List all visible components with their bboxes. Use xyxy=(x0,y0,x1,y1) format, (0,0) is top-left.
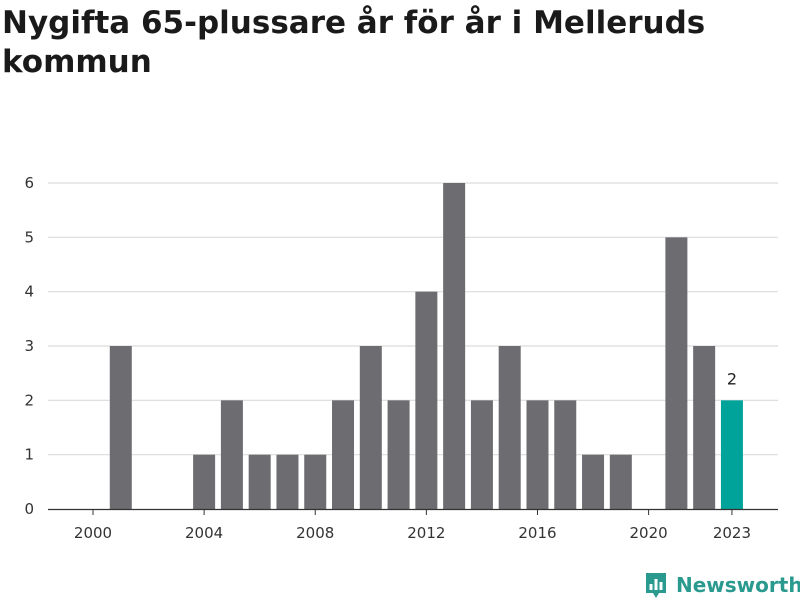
x-tick-label: 2004 xyxy=(185,524,223,542)
bar-2001 xyxy=(109,346,132,509)
bar-2021 xyxy=(665,237,688,510)
bar-2018 xyxy=(582,454,605,509)
brand-name: Newsworthy xyxy=(676,573,800,597)
bar-2006 xyxy=(248,454,271,509)
x-tick-label: 2012 xyxy=(407,524,445,542)
y-tick-label: 0 xyxy=(24,500,34,518)
bar-2014 xyxy=(470,400,493,509)
x-tick-label: 2023 xyxy=(713,524,751,542)
x-tick-label: 2008 xyxy=(296,524,334,542)
x-tick-label: 2000 xyxy=(74,524,112,542)
bars xyxy=(109,183,743,510)
bar-2012 xyxy=(415,291,438,509)
x-tick-label: 2016 xyxy=(518,524,556,542)
bar-2010 xyxy=(359,346,382,509)
bar-chart: 0 1 2 3 4 5 6 2000 2004 2008 2012 2016 2020 2023 2 xyxy=(24,174,778,542)
bar-2004 xyxy=(193,454,216,509)
bar-2008 xyxy=(304,454,327,509)
y-axis-ticks: 0 1 2 3 4 5 6 xyxy=(24,174,34,518)
y-tick-label: 2 xyxy=(24,391,34,409)
bar-2005 xyxy=(220,400,243,509)
y-tick-label: 4 xyxy=(24,283,34,301)
y-tick-label: 3 xyxy=(24,337,34,355)
bar-2023 xyxy=(720,400,743,509)
bar-2017 xyxy=(554,400,577,509)
bar-2019 xyxy=(609,454,632,509)
y-tick-label: 6 xyxy=(24,174,34,192)
newsworthy-brand: Newsworthy xyxy=(644,569,800,601)
x-tick-label: 2020 xyxy=(630,524,668,542)
y-tick-label: 5 xyxy=(24,228,34,246)
y-tick-label: 1 xyxy=(24,446,34,464)
grid-lines xyxy=(48,182,778,456)
bar-2011 xyxy=(387,400,410,509)
bar-2007 xyxy=(276,454,299,509)
bar-2022 xyxy=(693,346,716,509)
bar-chart-logo-icon xyxy=(646,573,666,598)
bar-2016 xyxy=(526,400,549,509)
bar-2013 xyxy=(443,183,466,509)
chart-title: Nygifta 65-plussare år för år i Mellerud… xyxy=(2,5,706,80)
bar-2009 xyxy=(332,400,355,509)
data-label-2023: 2 xyxy=(727,369,737,388)
bar-2015 xyxy=(498,346,521,509)
data-labels: 2 xyxy=(727,369,737,388)
x-axis-ticks: 2000 2004 2008 2012 2016 2020 2023 xyxy=(48,508,778,542)
